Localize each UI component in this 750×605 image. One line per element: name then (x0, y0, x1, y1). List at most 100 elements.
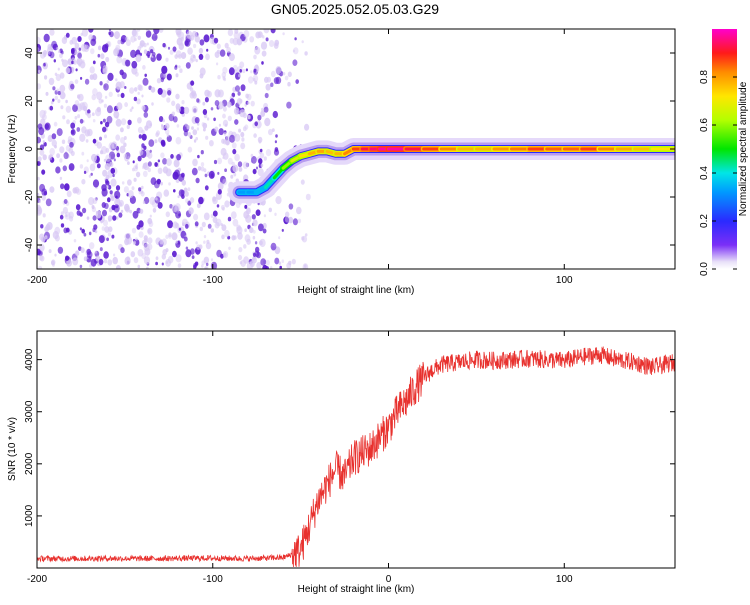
x-tick-label: -200 (27, 275, 47, 286)
noise-speckle (258, 158, 263, 165)
noise-speckle (269, 40, 275, 47)
noise-speckle (242, 68, 246, 74)
noise-speckle (57, 99, 61, 104)
noise-speckle (46, 222, 53, 230)
noise-speckle (197, 166, 202, 171)
noise-speckle (97, 45, 102, 51)
noise-speckle (190, 91, 195, 97)
noise-speckle (112, 173, 115, 178)
noise-speckle (51, 259, 56, 266)
noise-speckle (152, 207, 157, 213)
noise-speckle (103, 251, 109, 259)
noise-speckle (125, 59, 131, 67)
noise-speckle (71, 129, 75, 135)
noise-speckle (165, 128, 170, 135)
noise-speckle (65, 32, 70, 38)
noise-speckle (149, 214, 152, 218)
noise-speckle (147, 237, 153, 244)
noise-speckle (198, 196, 204, 205)
noise-speckle (217, 171, 220, 175)
noise-speckle (227, 235, 231, 240)
noise-speckle (240, 142, 246, 150)
noise-speckle (94, 230, 98, 234)
noise-speckle (228, 67, 235, 76)
noise-speckle (59, 146, 65, 154)
noise-speckle (137, 249, 144, 257)
noise-speckle (104, 202, 109, 210)
noise-speckle (247, 101, 250, 105)
noise-speckle (172, 116, 178, 123)
noise-speckle (195, 59, 198, 63)
noise-speckle (104, 95, 108, 99)
noise-speckle (151, 33, 158, 41)
noise-speckle (287, 71, 292, 78)
noise-speckle (78, 93, 84, 102)
noise-speckle (96, 163, 101, 169)
noise-speckle (108, 218, 111, 223)
noise-speckle (79, 133, 86, 142)
noise-speckle (127, 190, 134, 199)
noise-speckle (113, 110, 120, 119)
noise-speckle (150, 86, 156, 93)
noise-speckle (107, 259, 113, 266)
noise-speckle (195, 241, 198, 245)
noise-speckle (206, 239, 210, 244)
noise-speckle (285, 211, 290, 218)
noise-speckle (54, 95, 58, 101)
noise-speckle (162, 43, 166, 48)
noise-speckle (102, 126, 107, 133)
noise-speckle (130, 35, 136, 43)
noise-speckle (139, 208, 144, 214)
noise-speckle (131, 29, 137, 37)
noise-speckle (113, 253, 116, 257)
noise-speckle (208, 170, 215, 179)
noise-speckle (168, 232, 172, 237)
noise-speckle (286, 101, 292, 109)
noise-speckle (37, 192, 40, 197)
colorbar-ticks: 0.0 0.2 0.4 0.6 0.8 (699, 70, 737, 276)
noise-speckle (287, 81, 291, 87)
noise-speckle (54, 144, 57, 149)
noise-speckle (118, 212, 123, 218)
noise-speckle (253, 68, 257, 73)
noise-speckle (220, 223, 223, 227)
noise-speckle (107, 232, 111, 237)
noise-speckle (252, 168, 257, 175)
noise-speckle (176, 124, 180, 128)
noise-speckle (72, 104, 78, 112)
noise-speckle (273, 77, 279, 85)
noise-speckle (203, 256, 210, 264)
noise-speckle (108, 151, 116, 160)
noise-speckle (203, 168, 207, 173)
noise-speckle (138, 134, 142, 139)
noise-speckle (49, 147, 55, 156)
noise-speckle (205, 53, 210, 61)
noise-speckle (110, 167, 116, 174)
noise-speckle (240, 33, 246, 42)
noise-speckle (121, 181, 125, 185)
noise-speckle (137, 264, 141, 269)
noise-speckle (156, 53, 162, 61)
noise-speckle (62, 115, 66, 120)
noise-speckle (124, 233, 130, 241)
noise-speckle (284, 75, 289, 81)
x-tick-label: -100 (203, 275, 223, 286)
noise-speckle (120, 127, 124, 133)
noise-speckle (92, 215, 97, 221)
noise-speckle (125, 205, 130, 213)
noise-speckle (74, 50, 78, 55)
noise-speckle (39, 255, 45, 262)
noise-speckle (140, 191, 145, 197)
noise-speckle (203, 235, 207, 239)
noise-speckle (147, 229, 151, 234)
noise-speckle (106, 80, 110, 84)
noise-speckle (43, 52, 47, 57)
noise-speckle (206, 117, 210, 121)
noise-speckle (65, 105, 72, 113)
noise-speckle (261, 50, 267, 57)
noise-speckle (86, 216, 90, 220)
noise-speckle (89, 66, 95, 74)
noise-speckle (232, 148, 237, 155)
noise-speckle (143, 145, 147, 150)
noise-speckles (37, 29, 311, 269)
